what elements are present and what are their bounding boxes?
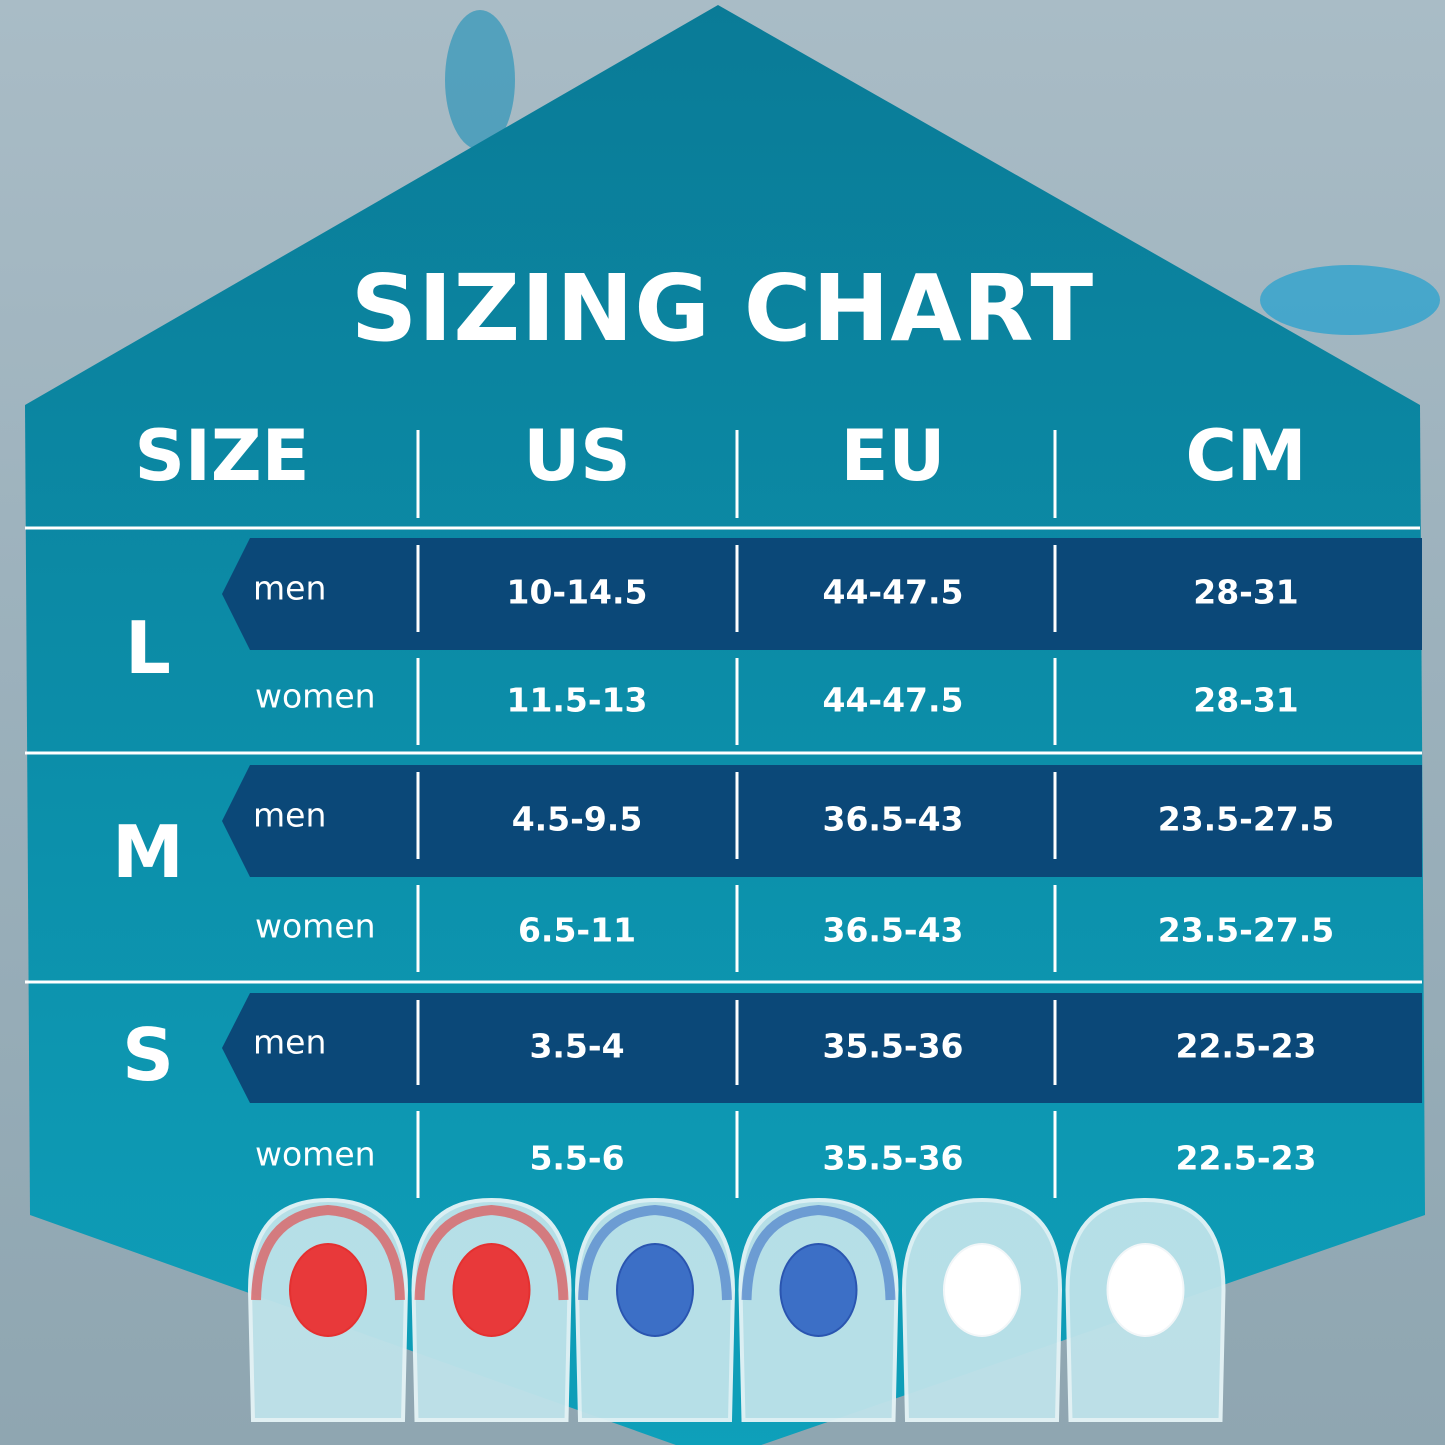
eu-size: 35.5-36 <box>822 1026 964 1066</box>
gender-label: women <box>255 906 376 946</box>
eu-size: 36.5-43 <box>822 799 964 839</box>
gel-pad-icon <box>289 1243 367 1337</box>
gender-label: women <box>255 676 376 716</box>
us-size: 6.5-11 <box>517 910 637 950</box>
gender-label: men <box>253 568 327 608</box>
eu-size: 44-47.5 <box>822 572 964 612</box>
us-size: 10-14.5 <box>506 572 648 612</box>
cm-size: 28-31 <box>1193 680 1299 720</box>
size-label: L <box>125 606 171 690</box>
size-label: S <box>122 1013 174 1097</box>
gel-pad-icon <box>943 1243 1021 1337</box>
us-size: 4.5-9.5 <box>511 799 643 839</box>
cm-size: 23.5-27.5 <box>1157 910 1335 950</box>
us-size: 11.5-13 <box>506 680 648 720</box>
header-eu: EU <box>840 415 946 497</box>
heel-cup-rim <box>251 1204 405 1301</box>
heel-cup-rim <box>741 1204 896 1301</box>
eu-size: 44-47.5 <box>822 680 964 720</box>
us-size: 3.5-4 <box>529 1026 625 1066</box>
gel-pad-icon <box>452 1243 531 1337</box>
gender-label: men <box>253 1022 327 1062</box>
gel-pad-icon <box>1106 1243 1185 1337</box>
header-size: SIZE <box>134 415 310 497</box>
cm-size: 22.5-23 <box>1175 1138 1317 1178</box>
size-label: M <box>112 810 184 894</box>
men-row-band <box>222 538 1422 650</box>
heel-cup-rim <box>414 1204 569 1301</box>
gel-pad-icon <box>616 1243 694 1337</box>
eu-size: 35.5-36 <box>822 1138 964 1178</box>
gender-label: men <box>253 795 327 835</box>
men-row-band <box>222 993 1422 1103</box>
cm-size: 22.5-23 <box>1175 1026 1317 1066</box>
gel-pad-icon <box>779 1243 858 1337</box>
page-title: SIZING CHART <box>350 255 1095 362</box>
header-us: US <box>523 415 631 497</box>
cm-size: 23.5-27.5 <box>1157 799 1335 839</box>
us-size: 5.5-6 <box>529 1138 625 1178</box>
gender-label: women <box>255 1134 376 1174</box>
heel-cup-rim <box>578 1204 732 1301</box>
men-row-band <box>222 765 1422 877</box>
cm-size: 28-31 <box>1193 572 1299 612</box>
header-cm: CM <box>1185 415 1307 497</box>
eu-size: 36.5-43 <box>822 910 964 950</box>
